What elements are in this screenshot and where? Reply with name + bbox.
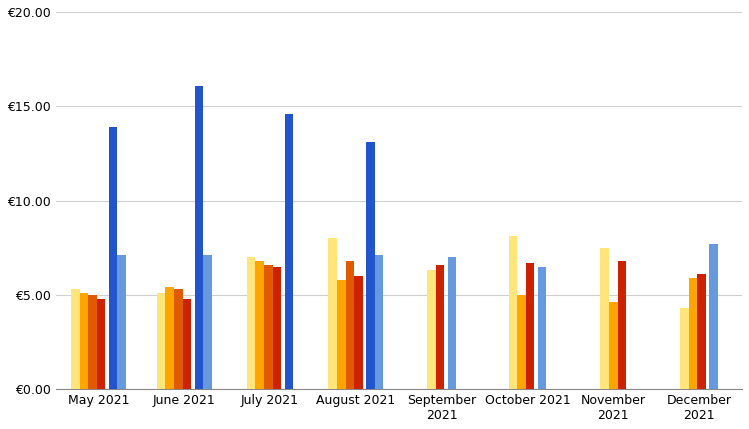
Bar	[166, 287, 174, 389]
Bar	[538, 266, 547, 389]
Bar	[264, 265, 273, 389]
Bar	[354, 276, 363, 389]
Bar	[680, 308, 689, 389]
Bar	[609, 302, 618, 389]
Bar	[88, 295, 97, 389]
Bar	[374, 255, 383, 389]
Bar	[601, 248, 609, 389]
Bar	[689, 278, 697, 389]
Bar	[285, 114, 294, 389]
Bar	[448, 257, 456, 389]
Bar	[526, 263, 534, 389]
Bar	[618, 261, 626, 389]
Bar	[157, 293, 166, 389]
Bar	[203, 255, 212, 389]
Bar	[366, 142, 374, 389]
Bar	[79, 293, 88, 389]
Bar	[97, 299, 106, 389]
Bar	[329, 238, 337, 389]
Bar	[518, 295, 526, 389]
Bar	[509, 236, 518, 389]
Bar	[709, 244, 718, 389]
Bar	[71, 289, 79, 389]
Bar	[174, 289, 183, 389]
Bar	[697, 274, 706, 389]
Bar	[109, 127, 118, 389]
Bar	[118, 255, 126, 389]
Bar	[195, 85, 203, 389]
Bar	[345, 261, 354, 389]
Bar	[436, 265, 444, 389]
Bar	[337, 280, 345, 389]
Bar	[427, 270, 436, 389]
Bar	[273, 266, 281, 389]
Bar	[247, 257, 255, 389]
Bar	[183, 299, 191, 389]
Bar	[255, 261, 264, 389]
